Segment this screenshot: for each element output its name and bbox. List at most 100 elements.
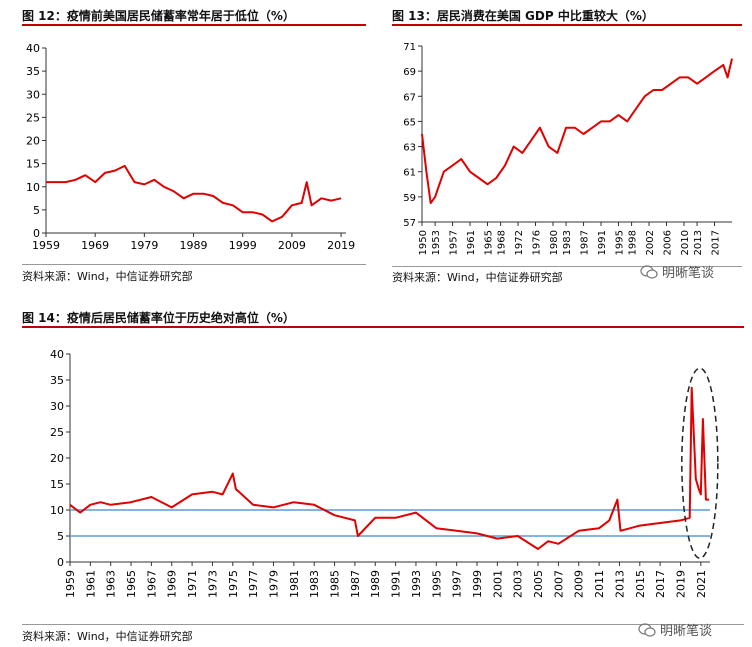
x-tick-label: 2010 <box>680 230 691 255</box>
x-tick-label: 1976 <box>532 230 543 255</box>
y-tick-label: 61 <box>403 168 416 179</box>
x-tick-label: 1969 <box>81 239 109 252</box>
x-tick-label: 1993 <box>410 570 423 598</box>
x-tick-label: 1999 <box>229 239 257 252</box>
fig14-title-rule <box>22 326 744 328</box>
x-tick-label: 2021 <box>695 570 708 598</box>
y-tick-label: 25 <box>50 426 64 439</box>
x-tick-label: 2002 <box>645 230 656 255</box>
x-tick-label: 2009 <box>278 239 306 252</box>
x-tick-label: 1987 <box>580 230 591 255</box>
x-tick-label: 1972 <box>514 230 525 255</box>
y-tick-label: 35 <box>50 374 64 387</box>
watermark-top: 明晰笔谈 <box>640 262 714 281</box>
y-tick-label: 40 <box>26 42 40 55</box>
y-tick-label: 69 <box>403 67 416 78</box>
series-line <box>421 58 733 205</box>
y-tick-label: 10 <box>50 504 64 517</box>
x-tick-label: 1959 <box>32 239 60 252</box>
wechat-icon <box>640 264 658 279</box>
y-tick-label: 35 <box>26 65 40 78</box>
x-tick-label: 1997 <box>451 570 464 598</box>
fig14-source: 资料来源：Wind，中信证券研究部 <box>22 630 193 643</box>
y-tick-label: 5 <box>57 530 64 543</box>
fig13-bottom-rule <box>392 266 742 267</box>
x-tick-label: 1999 <box>471 570 484 598</box>
x-tick-label: 1965 <box>125 570 138 598</box>
y-tick-label: 57 <box>403 218 416 229</box>
x-tick-label: 1961 <box>84 570 97 598</box>
x-tick-label: 1983 <box>562 230 573 255</box>
fig12-bottom-rule <box>22 264 366 265</box>
y-tick-label: 0 <box>57 556 64 569</box>
y-tick-label: 10 <box>26 181 40 194</box>
x-tick-label: 2013 <box>693 230 704 255</box>
x-tick-label: 1995 <box>614 230 625 255</box>
x-tick-label: 1987 <box>349 570 362 598</box>
x-tick-label: 1991 <box>597 230 608 255</box>
fig14-bottom-rule <box>22 624 744 625</box>
y-tick-label: 59 <box>403 193 416 204</box>
x-tick-label: 1979 <box>130 239 158 252</box>
y-tick-label: 15 <box>26 158 40 171</box>
x-tick-label: 1959 <box>64 570 77 598</box>
x-tick-label: 1975 <box>227 570 240 598</box>
y-tick-label: 40 <box>50 348 64 361</box>
fig12-title-rule <box>22 24 366 26</box>
x-tick-label: 1973 <box>206 570 219 598</box>
watermark-text: 明晰笔谈 <box>660 624 713 639</box>
x-tick-label: 1957 <box>449 230 460 255</box>
x-tick-label: 1995 <box>430 570 443 598</box>
x-tick-label: 1967 <box>145 570 158 598</box>
x-tick-label: 1950 <box>418 230 429 255</box>
watermark-bottom: 明晰笔谈 <box>638 620 712 639</box>
x-tick-label: 2001 <box>491 570 504 598</box>
x-tick-label: 1969 <box>166 570 179 598</box>
x-tick-label: 1979 <box>267 570 280 598</box>
fig13-chart: 57 59 61 63 65 67 69 71 1950 1953 1957 1961 1965 1968… <box>403 42 733 255</box>
fig14-title: 图 14：疫情后居民储蓄率位于历史绝对高位（%） <box>22 311 295 325</box>
y-tick-label: 15 <box>50 478 64 491</box>
x-tick-label: 2015 <box>634 570 647 598</box>
x-tick-label: 2011 <box>593 570 606 598</box>
x-tick-label: 2003 <box>512 570 525 598</box>
x-tick-label: 1965 <box>483 230 494 255</box>
y-tick-label: 71 <box>403 42 416 53</box>
x-tick-label: 1991 <box>390 570 403 598</box>
x-tick-label: 1989 <box>369 570 382 598</box>
series-line <box>69 386 709 550</box>
x-tick-label: 2019 <box>674 570 687 598</box>
fig12-source: 资料来源：Wind，中信证券研究部 <box>22 270 193 283</box>
x-tick-label: 1980 <box>549 230 560 255</box>
y-tick-label: 67 <box>403 92 416 103</box>
highlight-ellipse <box>681 367 719 559</box>
x-tick-label: 2013 <box>613 570 626 598</box>
x-tick-label: 2009 <box>573 570 586 598</box>
x-tick-label: 1977 <box>247 570 260 598</box>
y-tick-label: 20 <box>26 135 40 148</box>
x-tick-label: 1968 <box>497 230 508 255</box>
x-tick-label: 1983 <box>308 570 321 598</box>
x-tick-label: 1998 <box>628 230 639 255</box>
x-tick-label: 2017 <box>654 570 667 598</box>
x-tick-label: 1971 <box>186 570 199 598</box>
x-tick-label: 1985 <box>329 570 342 598</box>
y-tick-label: 20 <box>50 452 64 465</box>
y-tick-label: 65 <box>403 117 416 128</box>
fig13-title: 图 13：居民消费在美国 GDP 中比重较大（%） <box>392 9 654 23</box>
fig14-chart: 0 5 10 15 20 25 30 35 40 1959 1961 1963 1965 1967 1969… <box>50 348 719 598</box>
x-tick-label: 2005 <box>532 570 545 598</box>
x-tick-label: 1963 <box>105 570 118 598</box>
y-tick-label: 25 <box>26 111 40 124</box>
x-tick-label: 1989 <box>180 239 208 252</box>
x-tick-label: 1981 <box>288 570 301 598</box>
y-tick-label: 30 <box>50 400 64 413</box>
x-tick-label: 2017 <box>711 230 722 255</box>
y-tick-label: 0 <box>33 227 40 240</box>
x-tick-label: 1961 <box>466 230 477 255</box>
fig13-title-rule <box>392 24 742 26</box>
y-tick-label: 63 <box>403 143 416 154</box>
y-tick-label: 5 <box>33 204 40 217</box>
x-tick-label: 1953 <box>431 230 442 255</box>
wechat-icon <box>638 622 656 637</box>
